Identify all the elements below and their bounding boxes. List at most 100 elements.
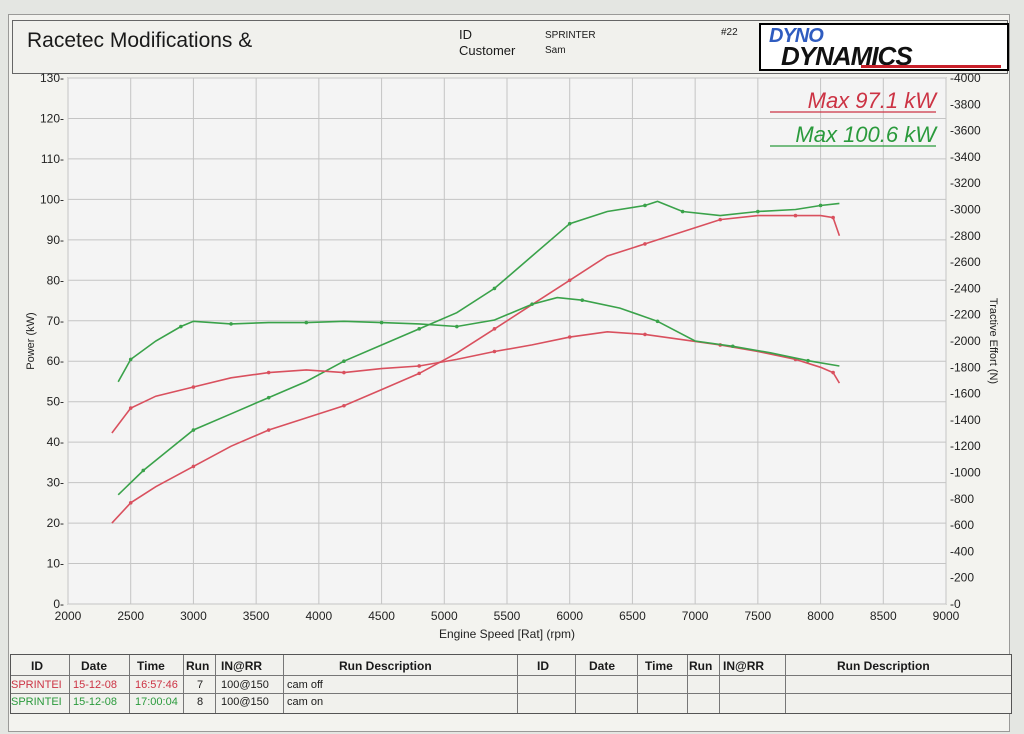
x-tick-label: 2000 xyxy=(55,609,82,623)
series-point xyxy=(455,324,459,329)
x-tick-label: 2500 xyxy=(117,609,144,623)
series-point xyxy=(530,302,534,306)
y-tick-label: 100- xyxy=(40,192,64,206)
series-point xyxy=(806,358,810,363)
y-tick-label: 80- xyxy=(47,273,64,287)
col-time: Time xyxy=(137,659,165,673)
series-point xyxy=(492,286,497,291)
x-tick-label: 7000 xyxy=(682,609,709,623)
x-axis-label: Engine Speed [Rat] (rpm) xyxy=(439,627,575,641)
row2-desc: cam on xyxy=(287,696,324,708)
col-run-description-2: Run Description xyxy=(837,659,930,673)
y-tick-label: 20- xyxy=(47,516,64,530)
y-tick-label: 10- xyxy=(47,557,64,571)
y-tick-label: 110- xyxy=(41,152,64,166)
y2-tick-label: -1000 xyxy=(950,466,981,480)
run-table: ID Date Time Run IN@RR Run Description I… xyxy=(10,654,1012,714)
series-point xyxy=(128,501,133,505)
col-date: Date xyxy=(81,659,108,673)
row2-time: 17:00:04 xyxy=(135,696,178,708)
series-point xyxy=(266,395,271,400)
series-point xyxy=(793,213,798,218)
col-inrr-2: IN@RR xyxy=(723,659,765,673)
y2-tick-label: -800 xyxy=(950,492,974,506)
series-point xyxy=(342,403,346,408)
series-point xyxy=(567,221,572,226)
dyno-dynamics-logo: DYNO DYNAMICS xyxy=(759,23,1009,71)
y2-tick-label: -4000 xyxy=(950,72,981,85)
y2-tick-label: -2200 xyxy=(950,308,981,322)
y-tick-label: 40- xyxy=(47,435,64,449)
series-point xyxy=(818,203,823,208)
series-point xyxy=(567,278,572,283)
series-point xyxy=(128,406,133,410)
y2-tick-label: -1800 xyxy=(950,360,981,374)
col-inrr: IN@RR xyxy=(221,659,263,673)
row2-id: SPRINTEI xyxy=(11,696,62,708)
series-point xyxy=(730,344,735,349)
series-point xyxy=(643,332,647,337)
series-point xyxy=(492,327,497,331)
series-point xyxy=(191,428,196,432)
row1-inrr: 100@150 xyxy=(221,679,269,691)
series-point xyxy=(191,385,196,389)
y-tick-label: 90- xyxy=(47,233,64,247)
series-point xyxy=(304,320,309,325)
series-point xyxy=(179,324,183,329)
y-tick-label: 50- xyxy=(47,395,64,409)
series-point xyxy=(417,327,422,331)
series-point xyxy=(342,370,346,375)
col-id-2: ID xyxy=(537,659,549,673)
x-tick-label: 4500 xyxy=(368,609,395,623)
series-point xyxy=(718,217,723,222)
series-point xyxy=(417,364,422,368)
col-run-description: Run Description xyxy=(339,659,432,673)
y2-tick-label: -1200 xyxy=(950,439,981,453)
y-tick-label: 60- xyxy=(47,354,64,368)
y2-tick-label: -2000 xyxy=(950,334,981,348)
y2-tick-label: -2800 xyxy=(950,229,981,243)
max-annotation-2: Max 100.6 kW xyxy=(795,122,938,147)
series-point xyxy=(643,242,647,246)
y2-tick-label: -400 xyxy=(950,544,974,558)
y2-tick-label: -3200 xyxy=(950,176,981,190)
col-id: ID xyxy=(31,659,43,673)
y2-tick-label: -3400 xyxy=(950,150,981,164)
series-point xyxy=(756,209,760,214)
y2-tick-label: -2600 xyxy=(950,255,981,269)
x-tick-label: 5000 xyxy=(431,609,458,623)
series-point xyxy=(266,428,271,432)
y2-tick-label: -600 xyxy=(950,518,974,532)
chart-area: 2000 2500 3000 3500 4000 4500 5000 5500 6000 6500… xyxy=(12,72,1006,650)
y2-tick-label: -3000 xyxy=(950,203,981,217)
series-point xyxy=(580,298,585,303)
customer-label: Customer xyxy=(459,43,516,58)
col-date-2: Date xyxy=(589,659,616,673)
x-tick-label: 6000 xyxy=(556,609,583,623)
y2-tick-label: -3800 xyxy=(950,97,981,111)
id-label: ID xyxy=(459,27,472,42)
series-point xyxy=(655,319,660,324)
series-point xyxy=(492,349,497,354)
y-axis-label: Power (kW) xyxy=(25,312,37,369)
row1-date: 15-12-08 xyxy=(73,679,118,691)
row1-desc: cam off xyxy=(287,679,323,691)
row1-id: SPRINTEI xyxy=(11,679,62,691)
x-tick-label: 3000 xyxy=(180,609,207,623)
x-tick-label: 4000 xyxy=(306,609,333,623)
row2-inrr: 100@150 xyxy=(221,696,269,708)
logo-swoosh xyxy=(861,65,1001,68)
x-tick-label: 8500 xyxy=(870,609,897,623)
y2-tick-label: -200 xyxy=(950,571,974,585)
x-tick-label: 7500 xyxy=(745,609,772,623)
series-point xyxy=(643,203,647,208)
series-point xyxy=(379,320,384,325)
series-point xyxy=(417,371,422,376)
y2-tick-label: -1600 xyxy=(950,387,981,401)
y2-axis-label: Tractive Effort (N) xyxy=(987,298,999,384)
dyno-chart: 2000 2500 3000 3500 4000 4500 5000 5500 6000 6500… xyxy=(25,72,999,641)
y-tick-label: 130- xyxy=(40,72,64,85)
x-tick-label: 8000 xyxy=(807,609,834,623)
y-tick-label: 120- xyxy=(40,111,64,125)
y-tick-label: 70- xyxy=(47,314,64,328)
